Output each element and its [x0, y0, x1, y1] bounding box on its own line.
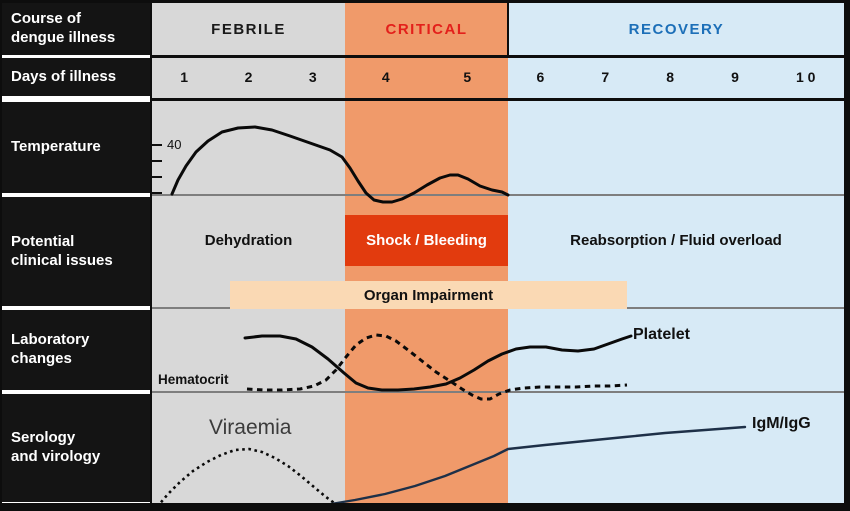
day-number: 9 [731, 69, 739, 85]
organ-impairment-box: Organ Impairment [230, 281, 627, 309]
frame-border-bottom [0, 503, 850, 511]
shock-bleeding-text: Shock / Bleeding [366, 232, 487, 249]
temperature-axis-tick [152, 160, 162, 162]
critical-recovery-header-divider [507, 3, 509, 56]
igm-igg-label: IgM/IgG [752, 415, 811, 432]
row-label-temperature-text: Temperature [11, 138, 101, 156]
temperature-axis-tick [152, 192, 162, 194]
dehydration-text: Dehydration [204, 231, 293, 249]
phase-header-critical: CRITICAL [345, 3, 508, 55]
febrile-zone-background [152, 3, 345, 503]
row-label-clinical-issues-text: Potential clinical issues [11, 232, 113, 269]
reabsorption-text: Reabsorption / Fluid overload [570, 231, 782, 249]
phase-header-critical-text: CRITICAL [385, 20, 468, 38]
days-febrile: 1 2 3 [152, 58, 345, 96]
day-number: 7 [601, 69, 610, 85]
dehydration-label: Dehydration [152, 200, 345, 280]
row-label-course: Course of dengue illness [2, 3, 150, 55]
lab-row-divider [150, 391, 844, 393]
row-label-serology-text: Serology and virology [11, 429, 101, 465]
row-label-lab-changes-text: Laboratory changes [11, 331, 90, 367]
phase-header-febrile: FEBRILE [152, 3, 345, 55]
day-number: 5 [463, 69, 472, 85]
temperature-axis-tick [152, 144, 162, 146]
row-label-lab-changes: Laboratory changes [2, 310, 150, 390]
day-number: 6 [536, 69, 545, 85]
frame-border-right [844, 0, 850, 511]
temperature-axis-label: 40 [167, 137, 182, 152]
row-label-days-text: Days of illness [11, 67, 117, 85]
day-number: 1 0 [795, 69, 816, 85]
temperature-axis-tick [152, 176, 162, 178]
temperature-row-divider [150, 194, 844, 196]
day-number: 4 [381, 69, 390, 85]
recovery-zone-background [508, 3, 844, 503]
frame-border-left [0, 0, 2, 511]
day-number: 2 [244, 69, 253, 85]
row-label-temperature: Temperature [2, 102, 150, 193]
day-number: 3 [308, 69, 317, 85]
days-critical: 4 5 [345, 58, 508, 96]
platelet-label: Platelet [633, 326, 690, 343]
phase-header-recovery-text: RECOVERY [628, 20, 725, 38]
days-row-divider [150, 98, 844, 101]
organ-impairment-text: Organ Impairment [363, 286, 494, 304]
days-recovery: 6 7 8 9 1 0 [508, 58, 844, 96]
hematocrit-label: Hematocrit [158, 372, 229, 387]
frame-border-top [0, 0, 850, 3]
row-label-course-text: Course of dengue illness [11, 10, 116, 46]
row-label-serology: Serology and virology [2, 394, 150, 502]
phase-header-febrile-text: FEBRILE [211, 20, 286, 38]
phase-header-recovery: RECOVERY [509, 3, 844, 55]
row-label-clinical-issues: Potential clinical issues [2, 197, 150, 306]
header-row-divider [150, 55, 844, 58]
shock-bleeding-box: Shock / Bleeding [345, 215, 508, 266]
day-number: 8 [666, 69, 675, 85]
panel-content-divider [150, 3, 152, 503]
row-label-days: Days of illness [2, 58, 150, 96]
day-number: 1 [180, 69, 189, 85]
reabsorption-label: Reabsorption / Fluid overload [508, 200, 844, 280]
viraemia-label: Viraemia [209, 416, 292, 439]
